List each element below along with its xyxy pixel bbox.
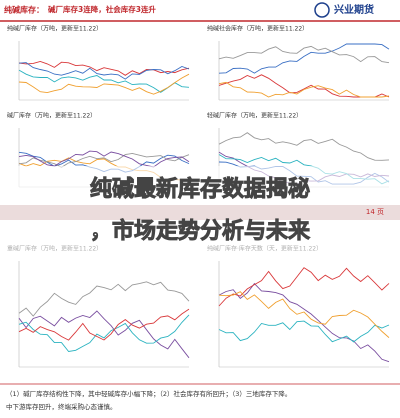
decor-line (18, 281, 190, 317)
panel-title: 轻碱厂库存（万吨，更新至11.22） (207, 112, 302, 120)
panel-title: 纯碱厂库存（万吨，更新至11.22） (7, 25, 102, 33)
panel-title: 纯碱社会库存（万吨，更新至11.22） (207, 25, 308, 33)
page-label: 14 页 (366, 208, 384, 216)
decor-line (218, 320, 390, 343)
overlay-line: 纯碱最新库存数据揭秘 (90, 176, 310, 202)
decor-line (218, 291, 390, 338)
decor-line (18, 69, 190, 93)
page-bar (0, 205, 400, 220)
decor-line (218, 267, 390, 307)
decor-line (18, 314, 190, 352)
decor-line (218, 282, 390, 363)
decor-line (18, 61, 190, 76)
logo-icon (314, 2, 330, 18)
decor-line (218, 81, 390, 98)
decor-line (218, 45, 390, 64)
note: 中下游库存回升，终端采购心态谨慎。 (6, 402, 117, 411)
note: （1）碱厂库存结构性下降，其中轻碱库存小幅下降；（2）社会库存有所回升；（3）三… (6, 389, 291, 398)
decor-line (18, 308, 190, 341)
decor-line (218, 132, 390, 161)
decor-line (18, 73, 190, 95)
decor-line (18, 150, 190, 168)
overlay-line: ，市场走势分析与未来 (90, 218, 311, 244)
decor-line (18, 62, 190, 80)
decor-line (18, 310, 190, 359)
header-title: 纯碱库存： (4, 5, 44, 15)
logo: 兴业期货 (334, 3, 374, 16)
header-subtitle: 碱厂库存3连降，社会库存3连升 (48, 4, 156, 14)
decor-line (18, 152, 190, 168)
decor-line (218, 43, 390, 74)
panel-title: 碱厂库存（万吨，更新至11.22） (7, 112, 96, 120)
